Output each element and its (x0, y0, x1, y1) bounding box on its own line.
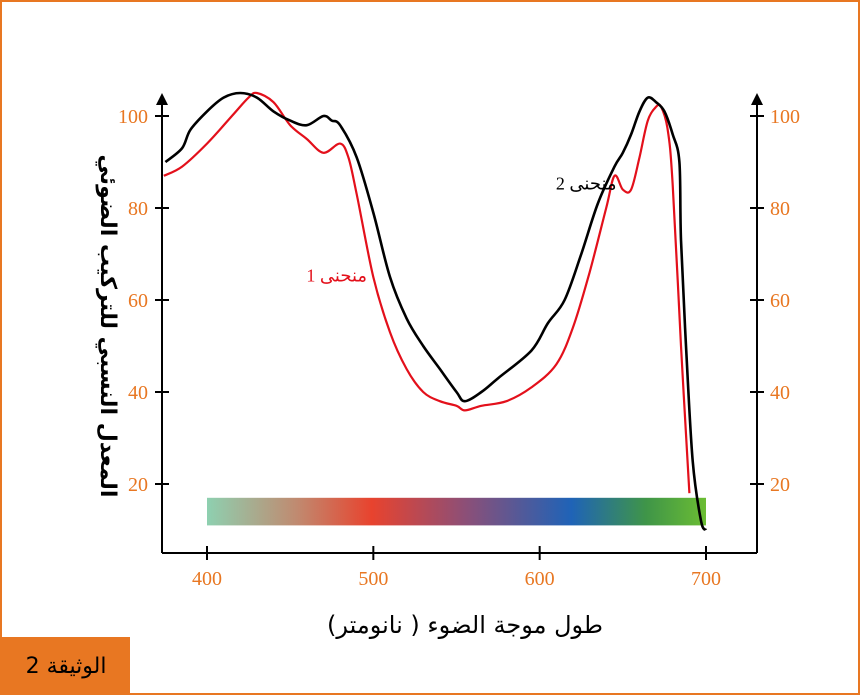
y-tick-labels: 20 20 40 40 60 60 80 80 100 100 (118, 106, 800, 496)
document-badge (0, 637, 130, 695)
document-label: الوثيقة 2 (25, 653, 107, 679)
x-tick-label: 400 (192, 568, 222, 590)
left-y-axis-arrow (156, 93, 168, 105)
y-axis-label: المعدل النسبي للتركيب الضوئي (95, 155, 120, 498)
x-tick-labels: 400 500 600 700 (192, 568, 721, 590)
right-y-axis-arrow (751, 93, 763, 105)
curve-2-line (164, 91, 708, 531)
curve-2-label: منحنى 2 (556, 174, 617, 194)
y-tick-label-right: 40 (770, 382, 790, 404)
y-tick-label-left: 20 (128, 474, 148, 496)
y-tick-label-left: 40 (128, 382, 148, 404)
y-tick-label-left: 80 (128, 198, 148, 220)
y-tick-label-right: 100 (770, 106, 800, 128)
y-tick-label-right: 20 (770, 474, 790, 496)
x-axis-label: طول موجة الضوء ( نانومتر) (327, 611, 603, 639)
y-tick-label-right: 80 (770, 198, 790, 220)
y-tick-label-right: 60 (770, 290, 790, 312)
spectrum-bar (207, 497, 706, 526)
x-tick-label: 700 (691, 568, 721, 590)
x-tick-label: 600 (525, 568, 555, 590)
curve-annotations: منحنى 1 منحنى 2 (306, 174, 616, 286)
axes (155, 93, 764, 560)
curve-1-label: منحنى 1 (306, 266, 367, 286)
y-tick-label-left: 60 (128, 290, 148, 312)
y-tick-label-left: 100 (118, 106, 148, 128)
curve-1-line (163, 91, 691, 494)
curves (163, 91, 708, 531)
x-tick-label: 500 (358, 568, 388, 590)
spectrum-bar-group (207, 497, 706, 526)
axis-labels: طول موجة الضوء ( نانومتر) المعدل النسبي … (95, 155, 603, 639)
